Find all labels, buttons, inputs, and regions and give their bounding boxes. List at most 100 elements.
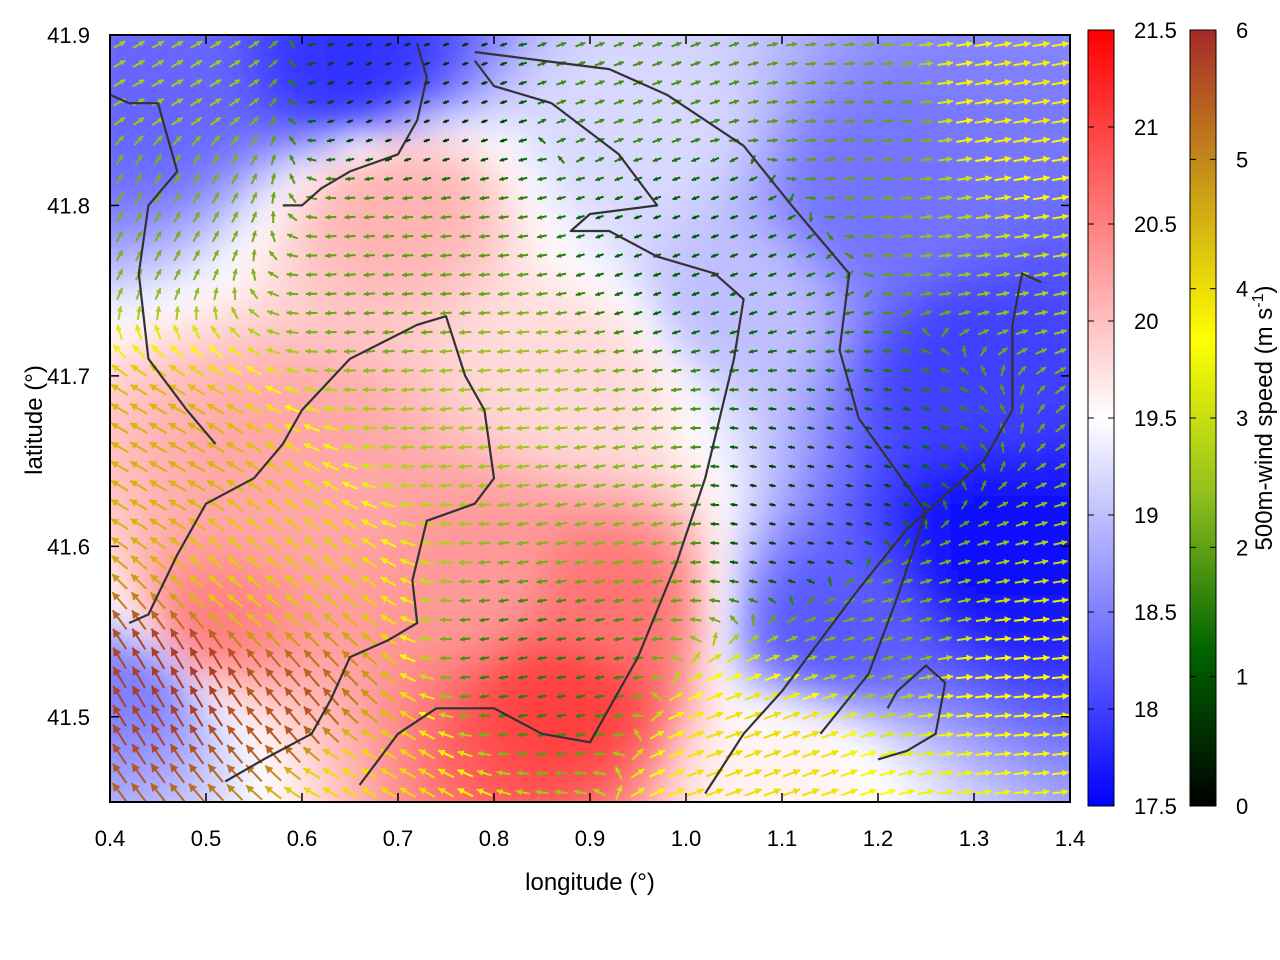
wind-arrow xyxy=(862,252,874,259)
wind-arrow xyxy=(747,118,759,124)
temperature-cell xyxy=(421,85,447,113)
wind-arrow xyxy=(994,155,1012,163)
wind-arrow xyxy=(822,692,838,700)
wind-arrow xyxy=(843,176,855,182)
wind-arrow xyxy=(517,253,529,259)
wind-arrow xyxy=(690,425,701,431)
wind-arrow xyxy=(326,138,335,143)
temperature-cell xyxy=(685,340,711,369)
wind-arrow xyxy=(226,593,243,608)
wind-arrow xyxy=(150,743,166,765)
temperature-cell xyxy=(110,801,135,802)
temperature-cell xyxy=(805,161,831,190)
temperature-cell xyxy=(205,35,231,62)
temperature-cell xyxy=(997,494,1023,522)
wind-arrow xyxy=(307,80,316,86)
wind-arrow xyxy=(307,138,317,143)
wind-arrow xyxy=(206,460,225,473)
wind-arrow xyxy=(498,694,509,699)
wind-arrow xyxy=(651,691,664,702)
wind-arrow xyxy=(843,118,855,124)
x-axis: 0.4 0.5 0.6 0.7 0.8 0.9 1.0 1.1 1.2 1.3 1.4 xyxy=(95,35,1085,851)
wind-arrow xyxy=(668,711,685,721)
wind-arrow xyxy=(325,310,337,316)
wind-arrow xyxy=(976,252,991,259)
wind-arrow xyxy=(919,655,933,661)
temperature-cell xyxy=(661,468,687,497)
wind-arrow xyxy=(826,426,834,431)
wind-arrow xyxy=(729,310,739,316)
temperature-cell xyxy=(445,647,471,676)
wind-arrow xyxy=(840,730,858,739)
wind-arrow xyxy=(806,578,816,585)
wind-arrow xyxy=(844,329,855,335)
wind-arrow xyxy=(690,483,701,489)
wind-arrow xyxy=(169,592,186,609)
wind-arrow xyxy=(283,786,302,799)
wind-arrow xyxy=(574,463,587,470)
wind-arrow xyxy=(187,498,206,511)
wind-arrow xyxy=(902,406,912,412)
wind-arrow xyxy=(268,40,279,50)
wind-arrow xyxy=(768,426,777,431)
wind-arrow xyxy=(111,591,128,610)
wind-arrow xyxy=(516,444,530,451)
temperature-cell xyxy=(181,110,207,139)
temperature-cell xyxy=(205,519,231,548)
wind-arrow xyxy=(226,517,243,531)
wind-arrow xyxy=(976,213,992,220)
wind-arrow xyxy=(940,347,951,356)
wind-arrow xyxy=(1014,252,1030,259)
wind-arrow xyxy=(303,705,321,726)
temperature-cell xyxy=(757,187,783,215)
wind-arrow xyxy=(614,766,623,781)
colorbar-tick-label: 1 xyxy=(1236,665,1248,690)
wind-arrow xyxy=(420,386,434,393)
wind-arrow xyxy=(130,573,148,590)
wind-arrow xyxy=(251,268,257,281)
wind-arrow xyxy=(150,704,166,727)
temperature-cell xyxy=(541,570,567,599)
wind-arrow xyxy=(248,78,260,88)
wind-arrow xyxy=(1032,175,1050,182)
wind-arrow xyxy=(190,116,203,126)
wind-arrow xyxy=(919,597,933,604)
wind-arrow xyxy=(748,137,759,143)
temperature-cell xyxy=(133,35,159,36)
temperature-cell xyxy=(1021,775,1047,802)
wind-arrow xyxy=(749,541,757,546)
wind-arrow xyxy=(344,233,356,239)
temperature-cell xyxy=(349,494,375,522)
terrain-contour xyxy=(110,93,217,445)
wind-arrow xyxy=(192,154,201,166)
temperature-cell xyxy=(661,35,687,36)
temperature-cell xyxy=(901,264,927,292)
wind-arrow xyxy=(498,636,509,642)
wind-arrow xyxy=(805,137,817,143)
temperature-cell xyxy=(805,494,831,522)
wind-arrow xyxy=(400,463,415,470)
wind-arrow xyxy=(898,788,916,796)
wind-arrow xyxy=(113,116,126,126)
wind-arrow xyxy=(955,712,973,719)
wind-arrow xyxy=(937,137,953,144)
temperature-cell xyxy=(565,545,591,573)
temperature-cell xyxy=(805,187,831,215)
temperature-cell xyxy=(397,264,423,292)
temperature-cell xyxy=(421,622,447,650)
temperature-cell xyxy=(349,673,375,701)
wind-arrow xyxy=(748,597,759,604)
wind-arrow xyxy=(806,291,816,297)
temperature-cell xyxy=(1021,315,1047,343)
wind-arrow xyxy=(423,157,431,162)
wind-arrow xyxy=(613,348,625,355)
wind-arrow xyxy=(938,635,952,642)
wind-arrow xyxy=(1013,40,1031,48)
wind-arrow xyxy=(419,501,434,508)
wind-arrow xyxy=(958,328,970,337)
wind-arrow xyxy=(995,559,1010,565)
temperature-cell xyxy=(325,340,351,369)
wind-arrow xyxy=(344,214,356,220)
temperature-cell xyxy=(110,110,111,139)
wind-arrow xyxy=(1035,347,1048,355)
